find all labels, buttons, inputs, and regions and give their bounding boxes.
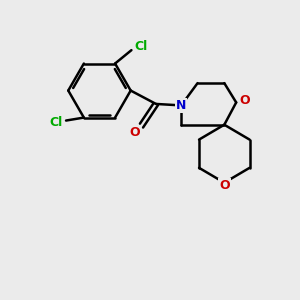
Text: Cl: Cl xyxy=(49,116,62,128)
Text: O: O xyxy=(239,94,250,107)
Text: Cl: Cl xyxy=(134,40,148,53)
Text: O: O xyxy=(129,126,140,139)
Text: O: O xyxy=(219,179,230,192)
Text: N: N xyxy=(176,99,186,112)
